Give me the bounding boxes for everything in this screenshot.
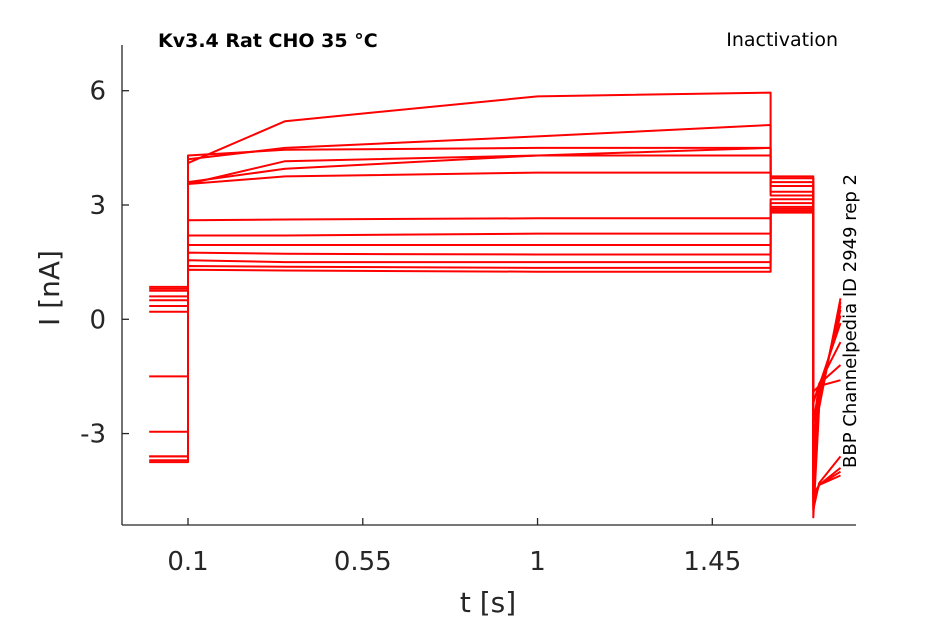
x-axis-ticks: 0.1 0.55 1 1.45 — [167, 518, 741, 577]
x-tick-label: 0.55 — [334, 547, 392, 577]
x-tick-label: 0.1 — [167, 547, 208, 577]
side-id-label: BBP Channelpedia ID 2949 rep 2 — [840, 174, 861, 468]
x-tick-label: 1 — [529, 547, 546, 577]
y-tick-label: 3 — [89, 191, 106, 221]
current-trace-13 — [149, 211, 841, 496]
x-tick-label: 1.45 — [683, 547, 741, 577]
y-tick-label: -3 — [80, 420, 106, 450]
y-tick-label: 6 — [89, 77, 106, 107]
protocol-label: Inactivation — [726, 29, 838, 51]
y-axis-title: I [nA] — [33, 250, 66, 326]
trace-layer — [149, 91, 842, 519]
x-axis-title: t [s] — [460, 586, 516, 619]
y-tick-label: 0 — [89, 305, 106, 335]
y-axis-ticks: -3 0 3 6 — [80, 77, 129, 450]
chart-title: Kv3.4 Rat CHO 35 °C — [158, 30, 378, 52]
